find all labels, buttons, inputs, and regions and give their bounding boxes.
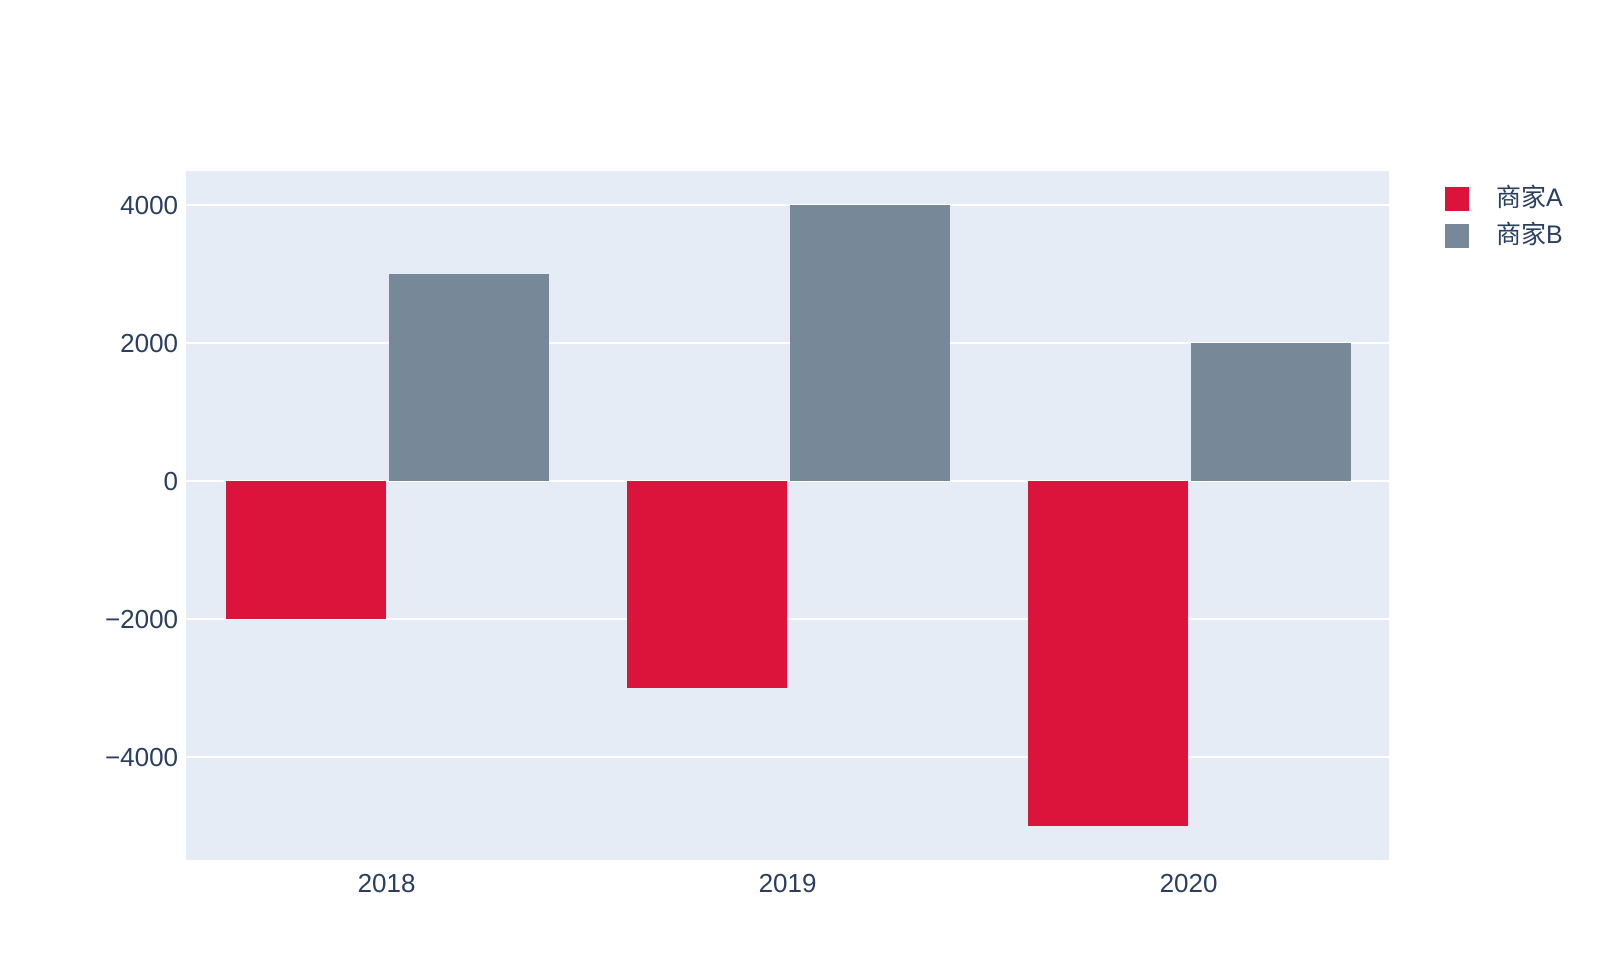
- bar-series-b-2019[interactable]: [789, 205, 950, 482]
- legend-item-series-a[interactable]: 商家A: [1445, 186, 1563, 211]
- bar-series-b-2018[interactable]: [388, 274, 549, 482]
- legend-label-series-b: 商家B: [1496, 221, 1563, 249]
- gridline--2000: [186, 617, 1389, 620]
- legend-swatch-series-b: [1445, 223, 1469, 248]
- zero-gridline: [186, 480, 1389, 483]
- gridline--4000: [186, 755, 1389, 758]
- bar-series-a-2020[interactable]: [1028, 481, 1189, 826]
- legend-item-series-b[interactable]: 商家B: [1445, 223, 1563, 248]
- x-tick-label-2020: 2020: [1159, 868, 1218, 898]
- x-tick-label-2018: 2018: [357, 868, 416, 898]
- y-tick-label--4000: −4000: [104, 741, 178, 772]
- gridline-4000: [186, 204, 1389, 207]
- plot-area[interactable]: [186, 171, 1389, 860]
- gridline-2000: [186, 342, 1389, 345]
- y-tick-label-2000: 2000: [120, 328, 178, 359]
- y-tick-label-4000: 4000: [120, 190, 178, 221]
- x-tick-label-2019: 2019: [758, 868, 817, 898]
- y-tick-label-0: 0: [163, 466, 178, 497]
- bar-series-a-2018[interactable]: [226, 481, 387, 619]
- bar-series-a-2019[interactable]: [627, 481, 788, 688]
- y-tick-label--2000: −2000: [104, 603, 178, 634]
- legend-swatch-series-a: [1445, 186, 1469, 211]
- legend: 商家A 商家B: [1445, 186, 1563, 260]
- bar-series-b-2020[interactable]: [1190, 343, 1351, 482]
- legend-label-series-a: 商家A: [1496, 184, 1563, 212]
